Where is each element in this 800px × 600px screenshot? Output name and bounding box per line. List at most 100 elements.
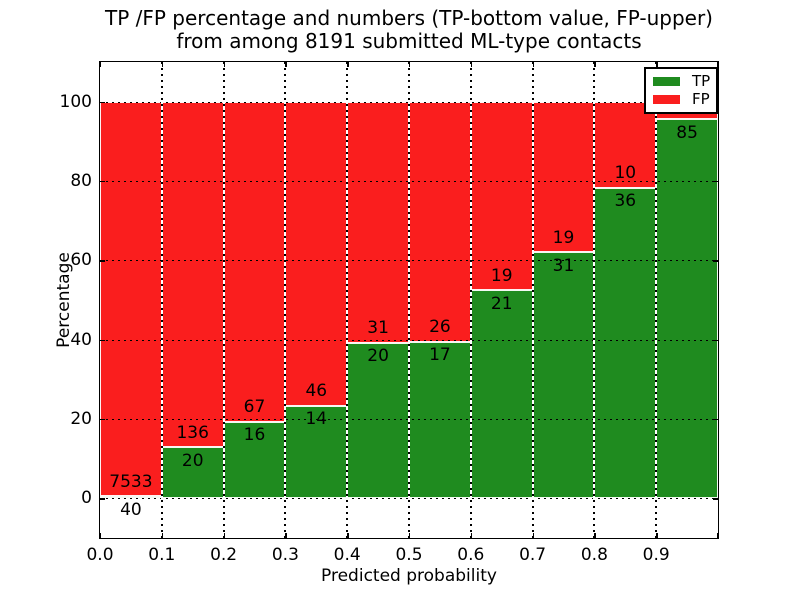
legend-label-fp: FP [692, 90, 710, 108]
bar-segment-fp [161, 101, 224, 448]
bar-segment-tp [594, 187, 657, 499]
chart-title-line2: from among 8191 submitted ML-type contac… [176, 29, 642, 53]
bar-segment-tp [532, 252, 595, 499]
tp-color-swatch [653, 77, 680, 86]
x-tick-label: 0.1 [148, 545, 176, 565]
y-tick-mark [100, 181, 105, 183]
y-tick-label: 20 [70, 409, 92, 429]
x-tick-mark [717, 62, 719, 67]
x-tick-label: 0.5 [395, 545, 423, 565]
bar-segment-fp [285, 101, 348, 406]
x-tick-mark [594, 62, 596, 67]
x-tick-label: 0.6 [457, 545, 485, 565]
legend-entry-tp: TP [653, 72, 711, 90]
x-tick-label: 0.3 [271, 545, 299, 565]
y-tick-mark [100, 419, 105, 421]
tp-count-label: 20 [181, 450, 204, 471]
x-tick-mark [285, 62, 287, 67]
x-axis-label: Predicted probability [321, 566, 497, 586]
x-tick-mark [532, 62, 534, 67]
bar-segment-fp [594, 101, 657, 188]
x-tick-mark [656, 62, 658, 67]
vertical-gridline [593, 62, 596, 538]
x-tick-label: 0.8 [580, 545, 608, 565]
x-tick-label: 0.7 [519, 545, 547, 565]
vertical-gridline [655, 62, 658, 538]
fp-count-label: 7533 [109, 471, 153, 492]
x-tick-mark [161, 62, 164, 67]
fp-count-label: 10 [614, 163, 637, 184]
y-tick-label: 40 [70, 329, 92, 350]
x-tick-mark [347, 533, 349, 538]
x-tick-label: 0.0 [86, 545, 114, 565]
x-tick-mark [285, 533, 287, 538]
bar-segment-fp [532, 101, 595, 253]
x-tick-mark [223, 62, 225, 67]
x-tick-mark [656, 533, 658, 538]
vertical-gridline [222, 62, 225, 538]
fp-count-label: 136 [176, 422, 209, 443]
y-tick-mark [713, 181, 718, 183]
vertical-gridline [284, 62, 287, 538]
fp-count-label: 19 [490, 265, 513, 286]
y-tick-label: 0 [81, 488, 92, 509]
x-tick-label: 0.9 [642, 545, 670, 565]
x-tick-mark [100, 62, 102, 67]
x-tick-mark [594, 533, 596, 538]
x-tick-mark [223, 533, 225, 538]
fp-count-label: 26 [429, 317, 451, 338]
y-tick-mark [100, 498, 105, 500]
x-tick-mark [409, 62, 411, 67]
fp-count-label: 19 [552, 227, 575, 248]
y-tick-label: 80 [70, 171, 92, 191]
plot-area: TP FP 7533 40 136 20 67 16 46 14 31 20 26 17 19 21 19 3… [99, 61, 719, 539]
tp-count-label: 40 [120, 499, 142, 520]
vertical-gridline [469, 62, 472, 538]
fp-count-label: 46 [305, 381, 328, 402]
y-tick-mark [713, 260, 718, 262]
x-tick-mark [347, 62, 349, 67]
bar-segment-tp [656, 119, 718, 499]
y-tick-mark [100, 101, 105, 104]
fp-color-swatch [653, 95, 680, 104]
tp-count-label: 17 [429, 345, 451, 366]
x-tick-mark [409, 533, 411, 538]
tp-count-label: 36 [614, 191, 637, 212]
fp-count-label: 31 [367, 318, 389, 339]
x-tick-mark [100, 533, 102, 538]
legend-entry-fp: FP [653, 90, 710, 108]
y-tick-mark [713, 339, 718, 342]
bar-segment-fp [100, 101, 162, 497]
tp-count-label: 31 [552, 255, 575, 276]
bar-segment-fp [347, 101, 409, 343]
y-tick-mark [713, 419, 718, 421]
fp-count-label: 67 [243, 397, 266, 418]
bar-segment-tp [470, 290, 533, 499]
y-tick-mark [100, 339, 105, 342]
x-tick-mark [470, 533, 473, 538]
y-tick-mark [713, 498, 718, 500]
x-tick-mark [470, 62, 473, 67]
x-tick-label: 0.4 [333, 545, 361, 565]
bar-segment-fp [470, 101, 533, 291]
vertical-gridline [160, 62, 163, 538]
x-tick-label: 0.2 [210, 545, 238, 565]
legend-label-tp: TP [692, 72, 711, 90]
tp-count-label: 85 [676, 122, 698, 143]
tp-count-label: 14 [305, 409, 328, 430]
x-tick-mark [161, 533, 164, 538]
vertical-gridline [531, 62, 534, 538]
tp-count-label: 20 [367, 346, 389, 367]
tp-count-label: 21 [490, 293, 513, 314]
tp-count-label: 16 [243, 425, 266, 446]
chart-title: TP /FP percentage and numbers (TP-bottom… [0, 7, 800, 53]
x-tick-mark [717, 533, 719, 538]
vertical-gridline [346, 62, 349, 538]
y-tick-label: 100 [59, 91, 92, 112]
y-tick-label: 60 [70, 250, 92, 271]
vertical-gridline [408, 62, 410, 538]
y-tick-mark [100, 260, 105, 262]
x-tick-mark [532, 533, 534, 538]
bar-segment-fp [223, 101, 286, 422]
chart-title-line1: TP /FP percentage and numbers (TP-bottom… [105, 6, 713, 30]
